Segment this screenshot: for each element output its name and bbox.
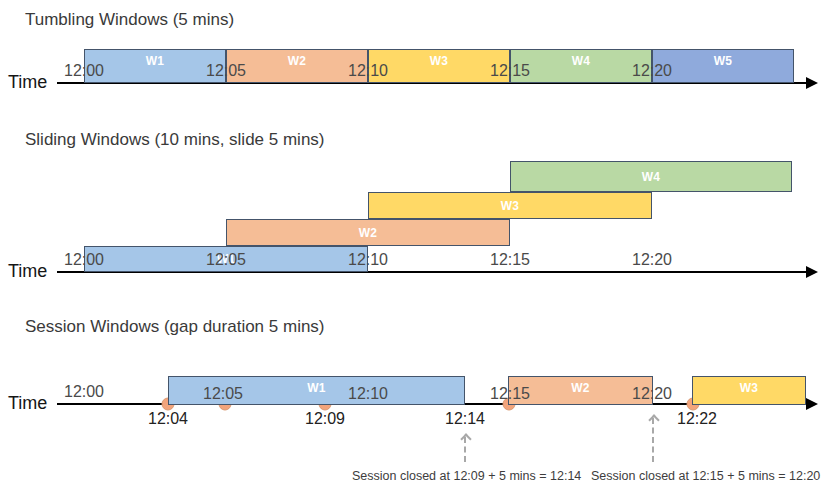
sliding-window-w3: W3	[368, 192, 652, 219]
window-label: W4	[572, 54, 591, 68]
windowing-diagram: Tumbling Windows (5 mins) Time W1 W2 W3 …	[0, 0, 829, 498]
tumbling-window-w5: W5	[652, 49, 794, 83]
event-time-1204: 12:04	[148, 410, 188, 428]
event-time-1222: 12:22	[677, 410, 717, 428]
tumbling-tick-1205: 12:05	[206, 62, 246, 80]
session-window-w3: W3	[692, 376, 806, 405]
session-close-arrow-icon	[652, 418, 654, 462]
session-title: Session Windows (gap duration 5 mins)	[25, 317, 325, 337]
arrow-up-icon	[460, 433, 471, 444]
session-axis-arrowhead-icon	[806, 398, 818, 410]
window-label: W2	[571, 381, 590, 395]
window-label: W1	[307, 381, 326, 395]
session-close-note-2: Session closed at 12:15 + 5 mins = 12:20	[591, 469, 820, 483]
sliding-time-label: Time	[8, 261, 47, 282]
window-label: W3	[430, 54, 449, 68]
sliding-tick-1205: 12:05	[206, 251, 246, 269]
window-label: W5	[714, 54, 733, 68]
arrow-up-icon	[648, 414, 659, 425]
window-label: W1	[146, 54, 165, 68]
close-time-1214: 12:14	[445, 410, 485, 428]
session-close-note-1: Session closed at 12:09 + 5 mins = 12:14	[352, 469, 581, 483]
sliding-tick-1220: 12:20	[632, 251, 672, 269]
tumbling-tick-1200: 12:00	[64, 62, 104, 80]
sliding-tick-1215: 12:15	[490, 251, 530, 269]
window-label: W3	[740, 381, 759, 395]
tumbling-tick-1210: 12:10	[348, 62, 388, 80]
tumbling-title: Tumbling Windows (5 mins)	[25, 10, 234, 30]
session-tick-1200: 12:00	[64, 383, 104, 401]
tumbling-tick-1220: 12:20	[632, 62, 672, 80]
tumbling-window-w4: W4	[510, 49, 652, 83]
session-tick-1215: 12:15	[490, 385, 530, 403]
tumbling-window-w1: W1	[84, 49, 226, 83]
session-time-label: Time	[8, 393, 47, 414]
tumbling-axis-arrowhead-icon	[806, 77, 818, 89]
tumbling-window-w3: W3	[368, 49, 510, 83]
sliding-tick-1200: 12:00	[64, 251, 104, 269]
sliding-axis-arrowhead-icon	[806, 266, 818, 278]
window-label: W3	[501, 199, 520, 213]
sliding-tick-1210: 12:10	[348, 251, 388, 269]
session-close-arrow-icon	[464, 437, 466, 462]
sliding-window-w2: W2	[226, 219, 510, 246]
tumbling-window-w2: W2	[226, 49, 368, 83]
window-label: W4	[642, 170, 661, 184]
event-time-1209: 12:09	[305, 410, 345, 428]
tumbling-tick-1215: 12:15	[490, 62, 530, 80]
session-tick-1205: 12:05	[203, 385, 243, 403]
session-tick-1210: 12:10	[348, 385, 388, 403]
sliding-window-w4: W4	[510, 161, 792, 192]
session-tick-1220: 12:20	[632, 385, 672, 403]
window-label: W2	[288, 54, 307, 68]
tumbling-time-label: Time	[8, 72, 47, 93]
sliding-title: Sliding Windows (10 mins, slide 5 mins)	[25, 130, 325, 150]
window-label: W2	[359, 226, 378, 240]
